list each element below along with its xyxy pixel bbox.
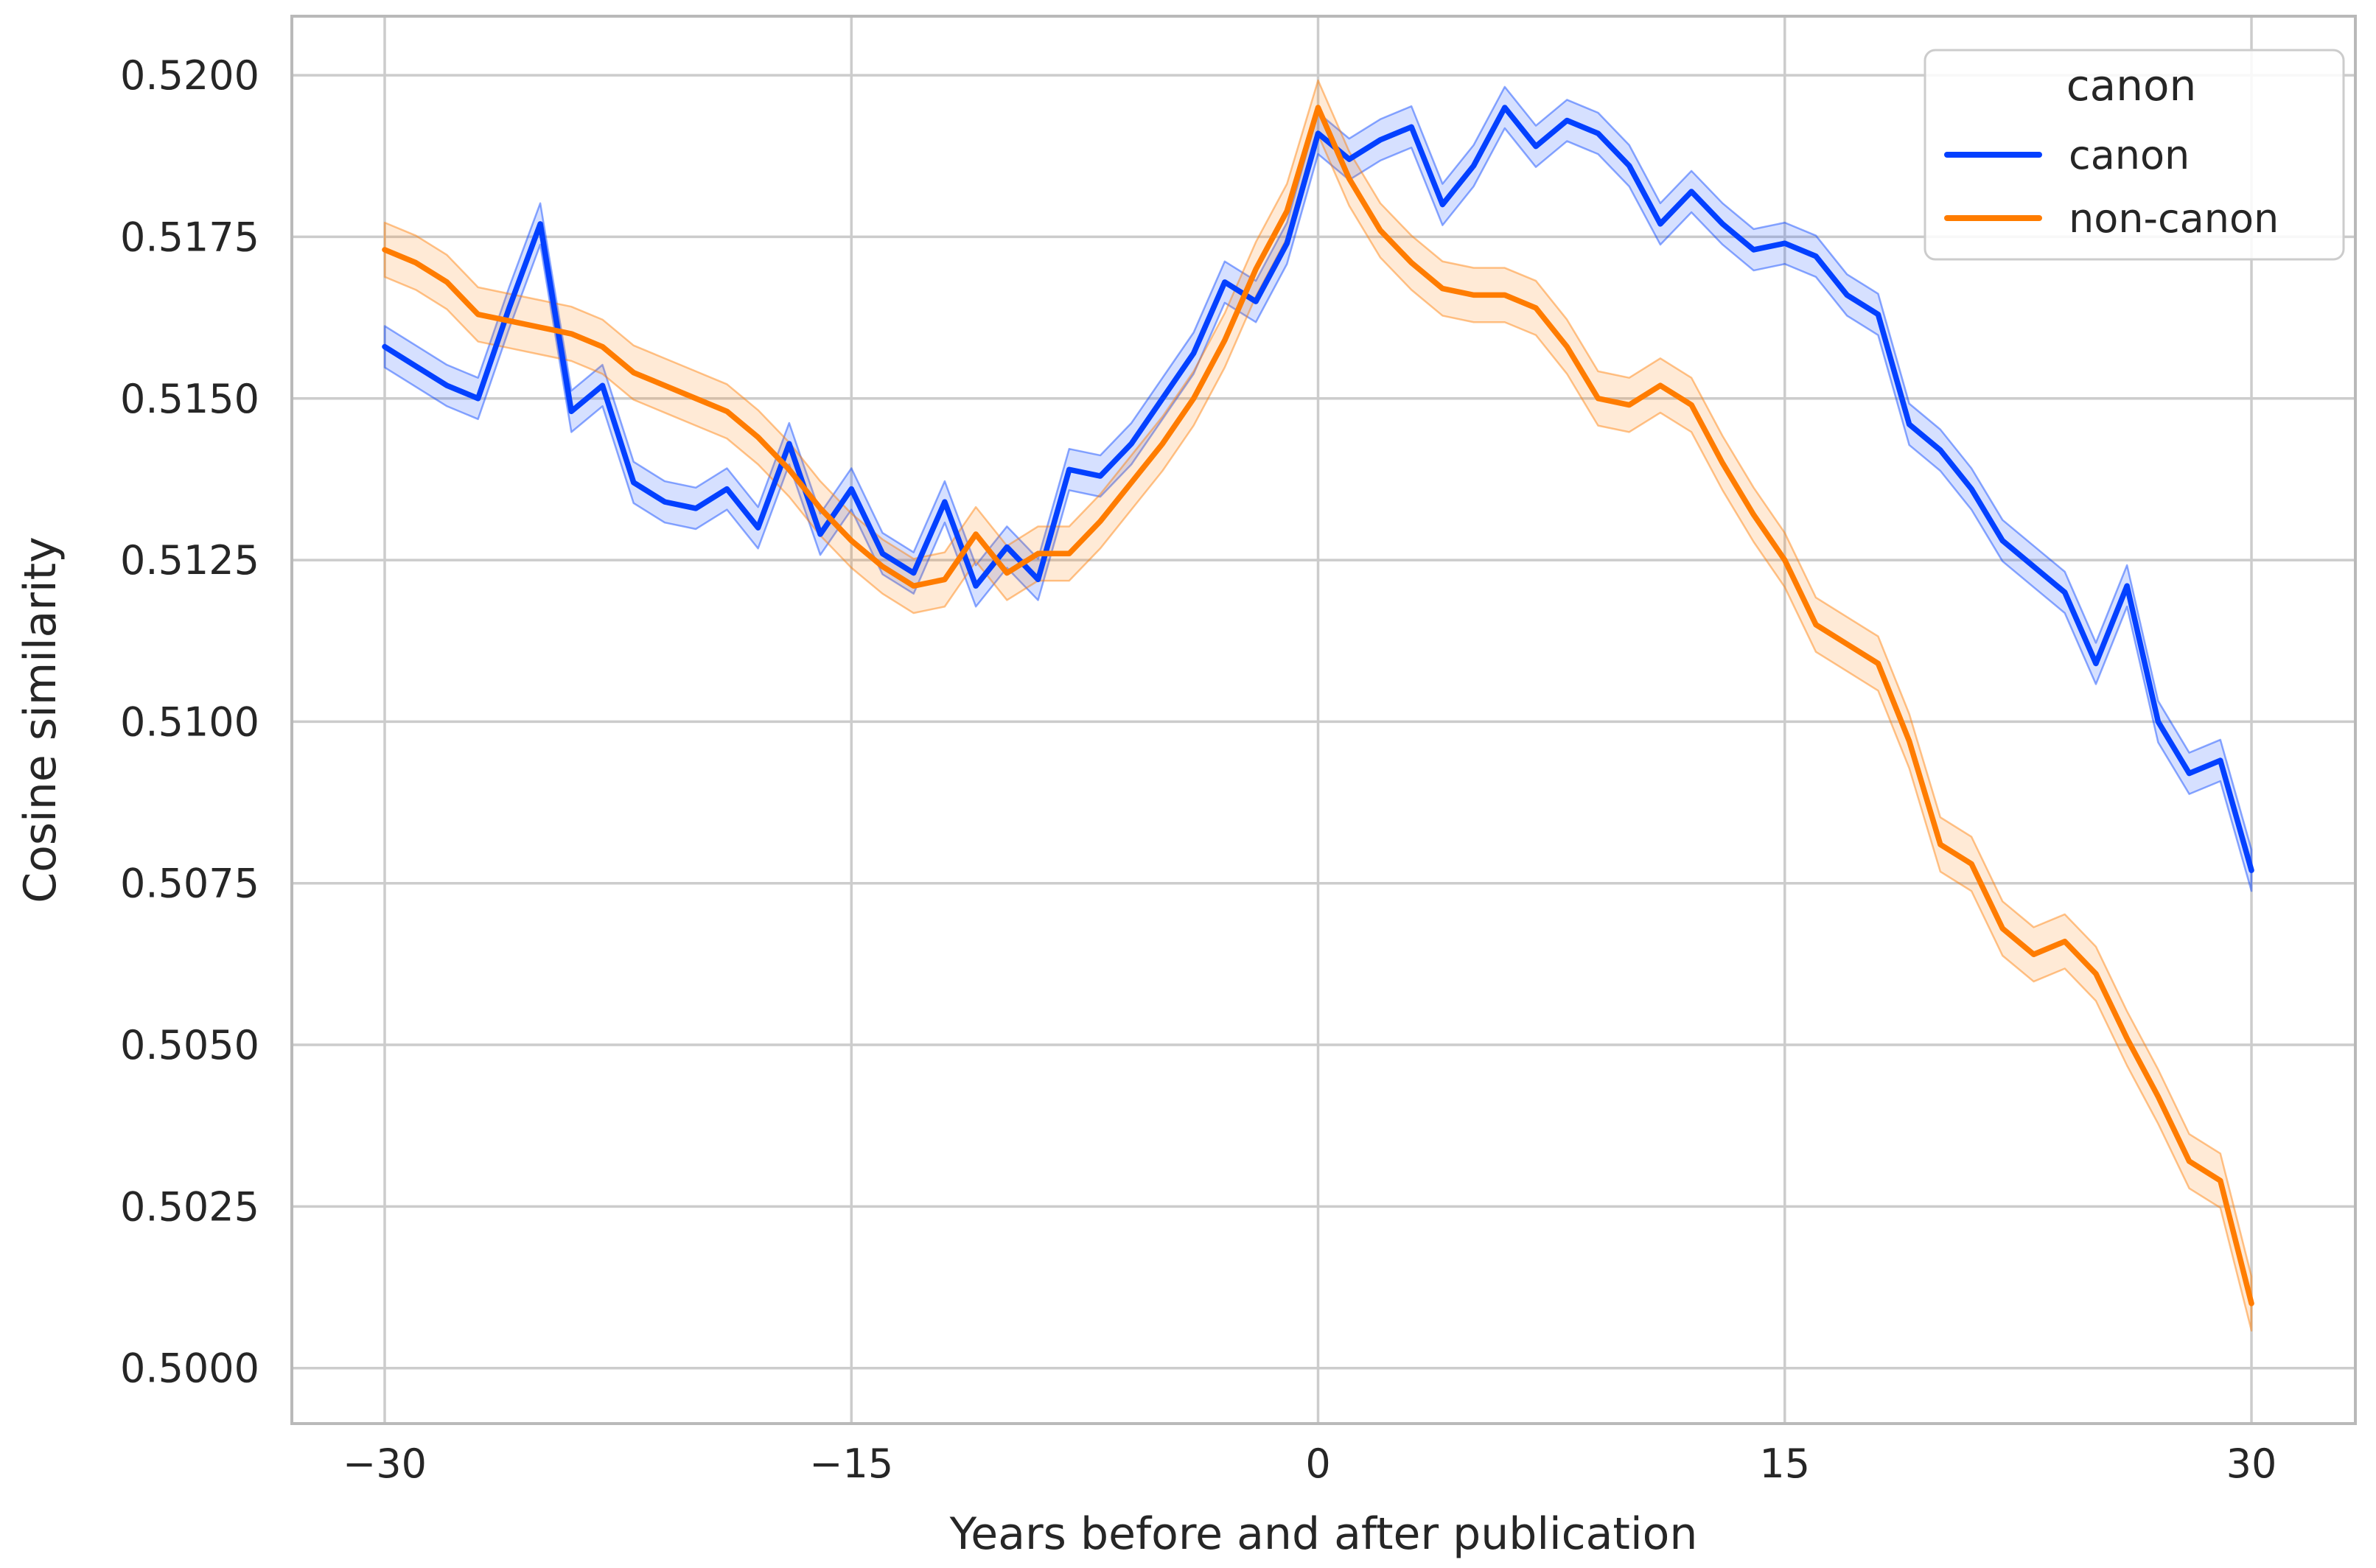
y-tick-label: 0.5150: [120, 376, 259, 422]
y-tick-label: 0.5125: [120, 537, 259, 584]
legend-entry-canon: canon: [2069, 132, 2190, 178]
x-tick-label: −30: [343, 1441, 427, 1487]
legend: canon canon non-canon: [1923, 49, 2345, 261]
line-canon: [382, 105, 2254, 873]
line-non-canon: [382, 105, 2254, 1306]
y-tick-label: 0.5025: [120, 1183, 259, 1230]
y-tick-label: 0.5200: [120, 52, 259, 99]
y-tick-label: 0.5000: [120, 1345, 259, 1392]
x-tick-label: −15: [809, 1441, 893, 1487]
legend-title: canon: [2066, 60, 2196, 111]
legend-entry-non-canon: non-canon: [2069, 195, 2279, 242]
plot-border: [290, 15, 2357, 1425]
y-tick-labels: 0.5000 0.5025 0.5050 0.5075 0.5100 0.5125 0.51…: [120, 52, 259, 1392]
x-axis-label: Years before and after publication: [949, 1508, 1698, 1560]
gridlines: [292, 16, 2355, 1424]
ci-band-canon: [383, 85, 2253, 892]
y-axis-label: Cosine similarity: [15, 536, 66, 903]
legend-box: [1923, 49, 2345, 261]
y-tick-label: 0.5050: [120, 1022, 259, 1068]
axes-frame: [290, 15, 2357, 1425]
y-tick-label: 0.5175: [120, 214, 259, 260]
y-tick-label: 0.5075: [120, 861, 259, 907]
data-lines: [382, 105, 2254, 1306]
x-tick-labels: −30 −15 0 15 30: [343, 1441, 2277, 1487]
y-tick-label: 0.5100: [120, 699, 259, 745]
x-tick-label: 15: [1759, 1441, 1810, 1487]
x-tick-label: 0: [1305, 1441, 1330, 1487]
x-tick-label: 30: [2226, 1441, 2277, 1487]
